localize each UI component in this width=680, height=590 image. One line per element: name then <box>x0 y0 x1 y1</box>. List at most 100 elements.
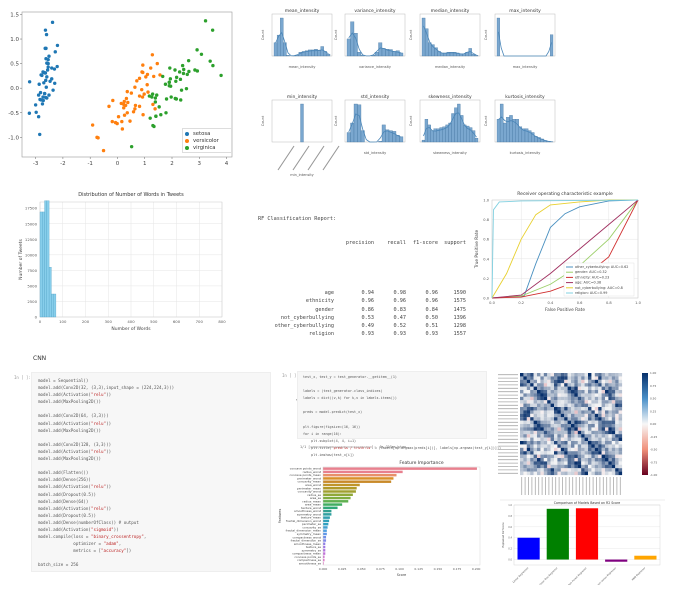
heatmap-cell <box>550 410 555 414</box>
heatmap-cell <box>560 376 565 380</box>
y-tick-label: 0.8 <box>508 515 512 518</box>
histogram-ylabel: Count <box>484 29 488 40</box>
heatmap-cell <box>520 447 524 452</box>
heatmap-cell <box>598 471 602 476</box>
histogram-bar <box>320 46 324 57</box>
histogram-title: median_intensity <box>431 8 470 14</box>
heatmap-cell <box>594 413 599 418</box>
cnn-code-cell[interactable]: model = Sequential() model.add(Conv2D(32,… <box>31 372 271 572</box>
heatmap-cell <box>520 430 524 435</box>
scatter-point <box>163 82 168 86</box>
legend-label: other_cyberbullying: AUC=0.62 <box>575 265 628 269</box>
histogram-max_intensity: max_intensity Count max_intensity <box>484 8 556 69</box>
heatmap-cell <box>601 471 606 476</box>
x-tick-label: 0 <box>116 161 120 167</box>
heatmap-cell <box>571 376 575 380</box>
heatmap-cell <box>584 376 589 380</box>
feature-importance-chart: Feature Importance concave points_worst ra… <box>275 455 490 580</box>
heatmap-cell <box>618 386 623 391</box>
heatmap-cell <box>526 468 531 472</box>
heatmap-cell <box>520 451 524 455</box>
importance-bar <box>323 473 397 477</box>
importance-bar <box>323 539 327 542</box>
feature-label: symmetry_worst <box>297 512 322 516</box>
heatmap-cell <box>594 420 599 425</box>
heatmap-cell <box>564 447 568 452</box>
importance-bar <box>323 562 324 565</box>
heatmap-cell <box>598 379 602 384</box>
heatmap-cell <box>526 471 531 476</box>
x-tick-label: Random Forest Regressor <box>564 567 588 585</box>
test-code-cell[interactable]: test_x, test_y = test_generator.__getite… <box>297 371 501 457</box>
heatmap-cell <box>601 430 606 435</box>
heatmap-cell <box>588 458 592 462</box>
heatmap-cell <box>584 424 589 428</box>
scatter-point <box>155 61 159 66</box>
heatmap-cell <box>608 420 612 425</box>
heatmap-cell <box>601 420 606 425</box>
scatter-point <box>43 28 48 32</box>
x-tick-label: 100 <box>59 319 67 324</box>
y-tick-label: -0.5 <box>8 111 19 117</box>
legend-label: gender: AUC=0.32 <box>575 270 607 274</box>
heatmap-cell <box>605 420 609 425</box>
heatmap-cell <box>554 458 558 462</box>
legend-marker-icon <box>185 131 189 136</box>
heatmap-cell <box>591 373 595 377</box>
heatmap-cell <box>537 464 541 469</box>
heatmap-cell <box>584 386 589 391</box>
heatmap-cell <box>601 376 606 380</box>
heatmap-cell <box>615 390 619 394</box>
heatmap-cell <box>520 413 524 418</box>
scatter-point <box>210 28 215 32</box>
heatmap-cell <box>560 434 565 438</box>
heatmap-cell <box>537 417 541 421</box>
heatmap-cell <box>520 373 524 377</box>
heatmap-cell <box>557 386 561 391</box>
heatmap-cell <box>584 417 589 421</box>
heatmap-cell <box>533 471 538 476</box>
histogram-bar <box>317 50 321 57</box>
feature-label: concavity_se <box>302 525 321 529</box>
heatmap-cell <box>557 427 561 431</box>
colorbar-tick: 0.00 <box>650 422 656 426</box>
heatmap-cell <box>615 424 619 428</box>
heatmap-cell <box>547 390 551 394</box>
heatmap-cell <box>601 451 606 455</box>
scatter-point <box>27 111 32 115</box>
heatmap-cell <box>618 420 623 425</box>
heatmap-cell <box>543 437 548 442</box>
heatmap-cell <box>520 424 524 428</box>
heatmap-cell <box>591 383 595 387</box>
x-tick-label: 0.4 <box>548 301 554 305</box>
heatmap-cell <box>554 454 558 459</box>
scatter-point <box>154 114 158 118</box>
y-axis-label: Number of Tweets <box>18 239 24 280</box>
heatmap-cell <box>608 430 612 435</box>
heatmap-cell <box>577 403 582 408</box>
heatmap-cell <box>571 410 575 414</box>
heatmap-cell <box>567 410 572 414</box>
heatmap-cell <box>557 393 561 397</box>
heatmap-cell <box>598 396 602 401</box>
heatmap-cell <box>564 379 568 384</box>
y-tick-label: 5000 <box>27 283 37 288</box>
heatmap-cell <box>584 393 589 397</box>
heatmap-cell <box>571 390 575 394</box>
heatmap-cell <box>588 403 592 408</box>
heatmap-cell <box>581 444 585 448</box>
heatmap-cell <box>523 413 527 418</box>
heatmap-cell <box>618 383 623 387</box>
heatmap-cell <box>615 434 619 438</box>
heatmap-cell <box>550 393 555 397</box>
heatmap-cell <box>557 454 561 459</box>
heatmap-cell <box>554 379 558 384</box>
importance-bar <box>323 522 329 526</box>
heatmap-cell <box>594 464 599 469</box>
scatter-point <box>36 114 41 119</box>
heatmap-cell <box>588 420 592 425</box>
heatmap-cell <box>581 390 585 394</box>
scatter-point <box>182 67 186 72</box>
y-tick-label: 0.2 <box>508 548 512 551</box>
x-tick-label: 0 <box>39 319 42 324</box>
